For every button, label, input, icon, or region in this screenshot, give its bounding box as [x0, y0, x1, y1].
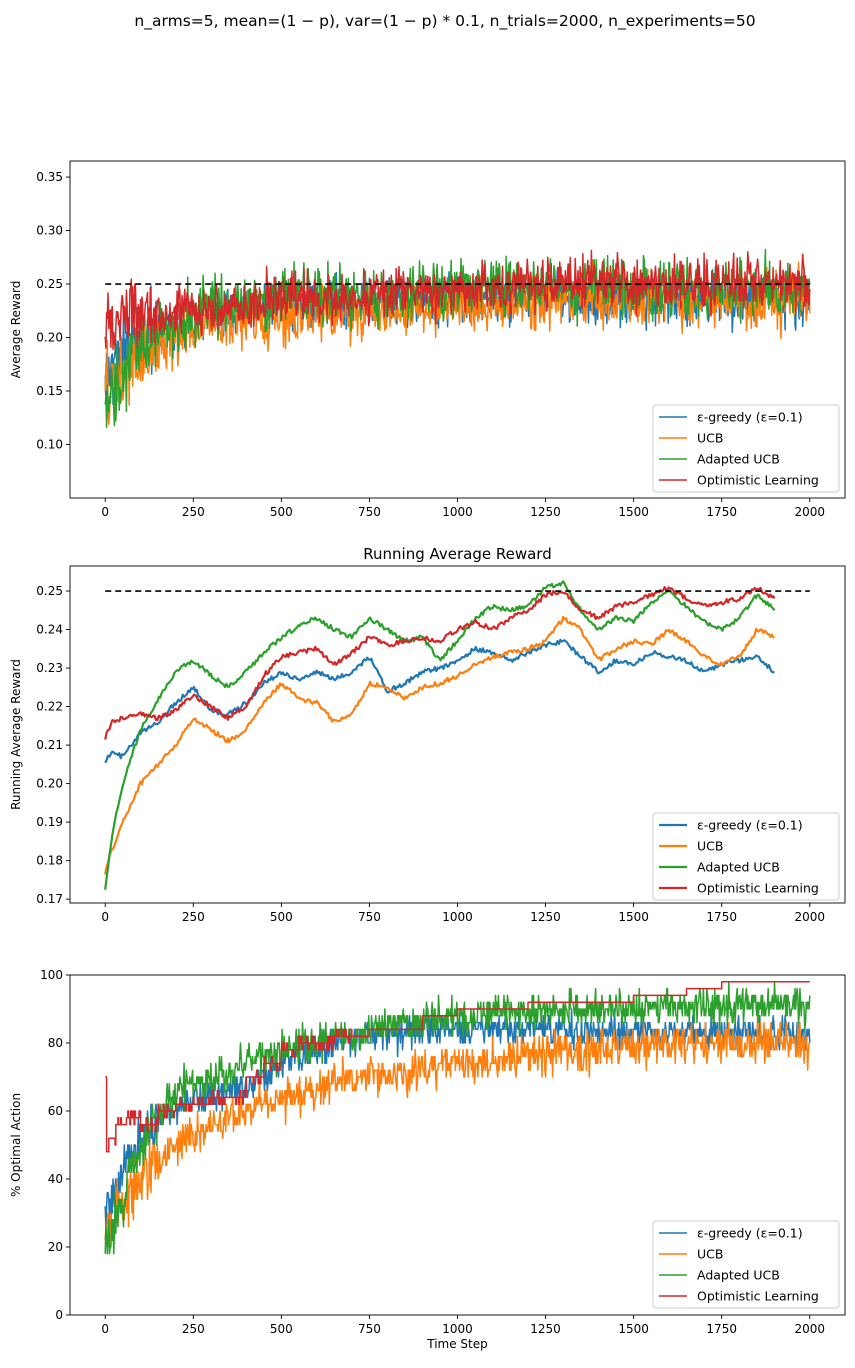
x-tick-label: 1250 [530, 1322, 561, 1336]
x-tick-label: 2000 [794, 910, 825, 924]
y-tick-label: 0.17 [36, 892, 63, 906]
x-tick-label: 1250 [530, 910, 561, 924]
legend-box [652, 812, 840, 901]
plot-area [104, 580, 810, 890]
x-axis-label: Time Step [426, 1337, 488, 1351]
y-tick-label: 0 [55, 1308, 63, 1322]
x-tick-label: 1250 [530, 505, 561, 519]
x-tick-label: 500 [270, 910, 293, 924]
series-line-ucb [104, 1015, 810, 1248]
legend-label: UCB [697, 431, 723, 446]
chart-panel-3: 0 250 500 750 1000 1250 1500 1750 2000 0 20 40 60 80 1… [9, 968, 846, 1351]
series-line-adapted [104, 580, 776, 890]
legend-label: Adapted UCB [697, 1268, 780, 1283]
x-tick-label: 2000 [794, 1322, 825, 1336]
x-tick-label: 0 [101, 505, 109, 519]
legend-label: Optimistic Learning [697, 473, 819, 488]
legend-label: ε-greedy (ε=0.1) [697, 410, 803, 425]
legend-label: Adapted UCB [697, 860, 780, 875]
x-tick-label: 1500 [618, 1322, 649, 1336]
series-line-optimistic [104, 586, 776, 740]
legend-label: Optimistic Learning [697, 881, 819, 896]
series-line-ucb [104, 615, 775, 875]
x-tick-label: 1000 [442, 1322, 473, 1336]
series-line-adapted [104, 981, 811, 1255]
x-tick-label: 1000 [442, 910, 473, 924]
y-tick-label: 0.30 [36, 224, 63, 238]
y-axis-label: Running Average Reward [9, 659, 23, 810]
y-axis-label: % Optimal Action [9, 1093, 23, 1197]
x-tick-label: 1000 [442, 505, 473, 519]
chart-panel-1: 0 250 500 750 1000 1250 1500 1750 2000 0.10 0.15 0.… [9, 160, 846, 519]
y-tick-label: 0.18 [36, 854, 63, 868]
x-tick-label: 1750 [706, 1322, 737, 1336]
y-tick-label: 0.24 [36, 623, 63, 637]
legend-label: ε-greedy (ε=0.1) [697, 818, 803, 833]
y-axis-label: Average Reward [9, 281, 23, 379]
legend-label: Adapted UCB [697, 452, 780, 467]
figure-suptitle: n_arms=5, mean=(1 − p), var=(1 − p) * 0.… [134, 12, 755, 31]
x-tick-label: 250 [182, 1322, 205, 1336]
x-tick-label: 1500 [618, 910, 649, 924]
y-tick-label: 0.22 [36, 700, 63, 714]
x-tick-label: 1500 [618, 505, 649, 519]
legend-label: Optimistic Learning [697, 1289, 819, 1304]
x-tick-label: 250 [182, 910, 205, 924]
x-tick-label: 750 [358, 1322, 381, 1336]
y-tick-label: 0.10 [36, 438, 63, 452]
x-tick-label: 1750 [706, 505, 737, 519]
y-tick-label: 0.35 [36, 170, 63, 184]
y-tick-label: 60 [48, 1104, 63, 1118]
panels: 0 250 500 750 1000 1250 1500 1750 20000.100.150.… [9, 160, 846, 1351]
x-tick-label: 1750 [706, 910, 737, 924]
x-tick-label: 2000 [794, 505, 825, 519]
legend-box [652, 1220, 840, 1309]
x-tick-label: 0 [101, 1322, 109, 1336]
y-tick-label: 80 [48, 1036, 63, 1050]
x-tick-label: 250 [182, 505, 205, 519]
y-tick-label: 0.19 [36, 815, 63, 829]
plot-area [104, 981, 811, 1255]
x-tick-label: 0 [101, 910, 109, 924]
chart-panel-2: 0 250 500 750 1000 1250 1500 1750 2000 0.17 0.18 0.… [9, 545, 846, 924]
y-tick-label: 0.25 [36, 584, 63, 598]
y-tick-label: 40 [48, 1172, 63, 1186]
y-tick-label: 0.21 [36, 738, 63, 752]
legend-label: UCB [697, 839, 723, 854]
y-tick-label: 20 [48, 1240, 63, 1254]
y-tick-label: 0.20 [36, 777, 63, 791]
legend: ε-greedy (ε=0.1) UCB Adapted UCB Optimistic… [652, 404, 840, 493]
y-tick-label: 0.25 [36, 277, 63, 291]
legend-label: UCB [697, 1247, 723, 1262]
x-tick-label: 500 [270, 505, 293, 519]
x-tick-label: 500 [270, 1322, 293, 1336]
series-line-optimistic [104, 249, 811, 351]
plot-area [104, 248, 811, 429]
y-tick-label: 0.20 [36, 331, 63, 345]
legend: ε-greedy (ε=0.1) UCB Adapted UCB Optimistic… [652, 812, 840, 901]
legend-label: ε-greedy (ε=0.1) [697, 1226, 803, 1241]
y-tick-label: 0.15 [36, 384, 63, 398]
legend: ε-greedy (ε=0.1) UCB Adapted UCB Optimistic… [652, 1220, 840, 1309]
legend-box [652, 404, 840, 493]
y-tick-label: 100 [40, 968, 63, 982]
x-tick-label: 750 [358, 505, 381, 519]
y-tick-label: 0.23 [36, 661, 63, 675]
panel-title: Running Average Reward [363, 545, 551, 563]
series-line-optimistic [105, 981, 810, 1153]
x-tick-label: 750 [358, 910, 381, 924]
